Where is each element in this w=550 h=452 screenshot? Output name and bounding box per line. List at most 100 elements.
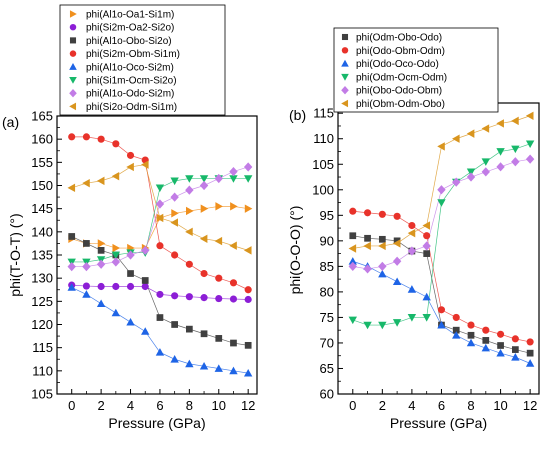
y-tick-label: 115 [313,106,334,121]
panel-label: (b) [289,107,306,123]
x-tick-label: 10 [493,398,507,413]
data-point [378,269,387,278]
data-point [467,321,475,329]
data-point [423,250,431,257]
data-point [229,175,238,183]
data-point [467,331,475,339]
legend-entry: phi(Si1m-Ocm-Si2o) [86,76,177,87]
y-tick-label: 125 [31,294,53,309]
data-point [526,349,534,357]
data-point [230,202,238,211]
data-point [422,221,431,230]
legend-marker [341,73,349,81]
data-point [171,209,179,218]
data-point [141,327,150,335]
data-point [392,239,401,248]
y-tick-label: 145 [31,201,53,216]
data-point [407,314,417,322]
data-point [185,293,193,301]
data-point [393,212,401,220]
data-point [407,228,416,238]
x-tick-label: 2 [98,398,105,413]
y-tick-label: 65 [320,361,334,376]
data-point [511,346,519,353]
y-tick-label: 155 [31,155,53,170]
data-point [497,342,504,349]
chart-panel-b: 0 2 4 6 8 10 12 60 65 70 75 80 85 90 95 100 105 110 115 Pre… [287,27,540,431]
data-point [214,173,223,184]
data-point [496,119,504,128]
legend-marker [69,10,77,18]
data-point [482,326,490,334]
data-point [67,261,76,272]
data-point [243,368,253,377]
data-point [481,343,490,352]
x-tick-label: 8 [186,398,193,413]
data-point [511,116,519,126]
data-point [215,202,223,211]
data-point [68,133,76,141]
data-point [378,241,386,251]
data-point [126,317,135,326]
x-tick-label: 4 [408,398,415,413]
data-point [126,282,135,291]
data-point [156,290,164,298]
data-point [244,295,252,304]
data-point [199,180,209,191]
data-point [244,341,252,349]
data-point [141,282,149,291]
y-tick-label: 60 [320,387,334,402]
data-point [452,326,460,334]
data-point [482,337,490,344]
data-point [170,355,179,363]
x-tick-label: 8 [467,398,474,413]
legend-entry: phi(Odo-Obm-Odm) [356,46,445,57]
data-point [422,292,431,301]
y-tick-label: 90 [320,233,334,248]
data-point [349,232,357,240]
data-point [170,192,179,202]
data-point [111,251,121,260]
y-tick-label: 135 [31,248,53,263]
data-point [156,314,164,321]
data-point [437,306,446,314]
data-point [111,172,120,181]
data-point [511,157,520,167]
data-point [392,319,402,327]
data-point [67,183,76,193]
x-tick-label: 10 [212,398,226,413]
legend-marker [69,76,77,84]
data-point [437,320,446,329]
data-point [229,366,238,375]
data-point [215,335,223,342]
series-line [352,115,531,249]
data-point [155,199,165,209]
data-point [497,330,505,338]
x-tick-label: 2 [379,398,386,413]
series-line [352,143,531,326]
data-point [82,133,90,141]
data-point [185,227,193,237]
data-point [170,218,179,227]
data-point [155,184,165,193]
data-point [452,177,461,187]
data-point [363,264,372,274]
data-point [496,348,505,357]
x-axis-label: Pressure (GPa) [108,415,205,431]
data-point [378,261,387,271]
data-point [511,335,519,343]
y-tick-label: 85 [320,259,334,274]
data-point [199,234,208,243]
data-point [199,362,209,370]
data-point [229,166,238,177]
data-point [363,209,372,217]
y-tick-label: 100 [312,182,334,197]
data-point [171,321,179,328]
data-point [200,330,208,338]
y-tick-label: 110 [32,363,53,378]
legend-entry: phi(Si2m-Obm-Si1m) [86,49,180,60]
data-point [96,259,106,269]
y-tick-label: 95 [320,208,334,223]
x-tick-label: 12 [523,398,537,413]
y-tick-label: 110 [313,131,334,146]
